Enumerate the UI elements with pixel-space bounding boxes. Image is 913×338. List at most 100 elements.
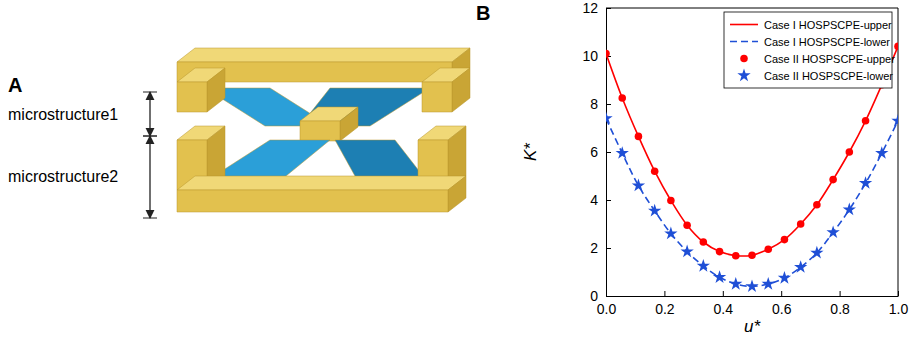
series-marker <box>632 179 645 192</box>
plot-frame <box>606 8 898 9</box>
series-marker <box>813 201 821 209</box>
series-marker <box>648 204 661 217</box>
series-marker <box>829 176 837 184</box>
series-marker <box>846 148 854 156</box>
x-axis-title: u* <box>744 317 761 336</box>
x-tick-label: 0.6 <box>772 301 792 317</box>
dimension-arrow <box>149 136 150 218</box>
y-tick: 12 <box>582 0 611 16</box>
legend-label: Case II HOSPSCPE-lower <box>764 70 893 82</box>
series-marker <box>875 146 888 159</box>
frame-block <box>452 68 470 112</box>
legend-swatch <box>740 55 748 63</box>
x-tick-mark <box>898 291 899 296</box>
y-tick-mark <box>606 248 611 249</box>
series-marker <box>618 94 626 102</box>
y-tick: 6 <box>590 144 611 160</box>
x-tick: 0.4 <box>714 291 734 317</box>
frame-block <box>207 68 225 112</box>
legend-swatch <box>730 41 758 43</box>
legend: Case I HOSPSCPE-upper Case I HOSPSCPE-low… <box>724 12 895 88</box>
series-marker <box>859 176 872 189</box>
series-marker <box>716 248 724 256</box>
beam <box>300 88 430 126</box>
x-tick-label: 0.2 <box>655 301 675 317</box>
series-marker <box>680 245 693 258</box>
series-marker <box>781 236 789 244</box>
y-tick-label: 6 <box>590 144 598 160</box>
panel-label: A <box>8 74 22 96</box>
x-tick-mark <box>664 291 665 296</box>
y-tick-label: 2 <box>590 240 598 256</box>
x-tick-label: 0.4 <box>714 301 734 317</box>
series-marker <box>732 252 740 260</box>
y-tick-mark <box>606 296 611 297</box>
dimension-tick <box>143 218 157 219</box>
x-tick-mark <box>840 291 841 296</box>
series-marker <box>697 259 710 272</box>
x-tick-mark <box>723 291 724 296</box>
series-marker <box>891 114 898 127</box>
dimension-tick <box>143 136 157 137</box>
series-marker <box>651 167 659 175</box>
x-tick: 0.6 <box>772 291 792 317</box>
series-marker <box>778 271 791 284</box>
series-marker <box>748 251 756 259</box>
frame-block <box>422 82 452 112</box>
series-marker <box>826 225 839 238</box>
y-tick-mark <box>606 152 611 153</box>
x-tick: 0.8 <box>830 291 850 317</box>
legend-label: Case I HOSPSCPE-lower <box>764 36 890 48</box>
legend-label: Case I HOSPSCPE-upper <box>764 19 892 31</box>
series-marker <box>713 270 726 283</box>
series-marker <box>700 238 708 246</box>
x-tick-label: 0.8 <box>830 301 850 317</box>
dimension-tick <box>143 92 157 93</box>
series-marker <box>683 221 691 229</box>
legend-swatch <box>730 24 758 26</box>
series-marker <box>797 220 805 228</box>
center-block <box>340 107 358 141</box>
y-tick-mark <box>606 104 611 105</box>
series-marker <box>616 146 629 159</box>
series-marker <box>762 277 775 290</box>
series-marker <box>606 111 613 124</box>
y-tick-label: 4 <box>590 192 598 208</box>
legend-swatch <box>737 69 750 82</box>
dimension-arrow <box>149 92 150 136</box>
dimension-tick <box>143 136 157 137</box>
series-marker <box>745 279 758 292</box>
structure-label: microstructure2 <box>8 168 118 185</box>
series-marker <box>794 260 807 273</box>
y-tick: 0 <box>590 288 611 304</box>
y-axis-title: K* <box>521 142 540 161</box>
structure-label: microstructure1 <box>8 106 118 123</box>
series-marker <box>862 117 870 125</box>
y-axis: 0 2 4 6 8 10 12 <box>582 0 611 304</box>
series-marker <box>635 133 643 141</box>
legend-label: Case II HOSPSCPE-upper <box>764 53 895 65</box>
frame-bar <box>177 190 448 212</box>
x-axis-line <box>607 296 899 297</box>
y-tick: 10 <box>582 48 611 64</box>
figure: Amicrostructure1microstructure2B0.00.20.… <box>0 0 913 338</box>
frame-bar <box>177 48 470 62</box>
frame-bar <box>177 176 466 190</box>
series-marker <box>729 277 742 290</box>
series-marker <box>810 246 823 259</box>
x-tick: 1.0 <box>889 291 909 317</box>
y-tick: 8 <box>590 96 611 112</box>
x-axis: 0.0 0.2 0.4 0.6 0.8 1.0 <box>597 291 909 317</box>
x-tick-mark <box>781 291 782 296</box>
x-tick-label: 1.0 <box>889 301 909 317</box>
x-tick: 0.2 <box>655 291 675 317</box>
series-line <box>606 118 898 286</box>
y-tick: 4 <box>590 192 611 208</box>
frame-bar <box>448 176 466 212</box>
panel-label: B <box>476 2 490 24</box>
frame-block <box>177 82 207 112</box>
y-tick-label: 8 <box>590 96 598 112</box>
y-tick-mark <box>606 8 611 9</box>
y-tick-label: 12 <box>582 0 598 16</box>
x-tick-label: 0.0 <box>597 301 617 317</box>
